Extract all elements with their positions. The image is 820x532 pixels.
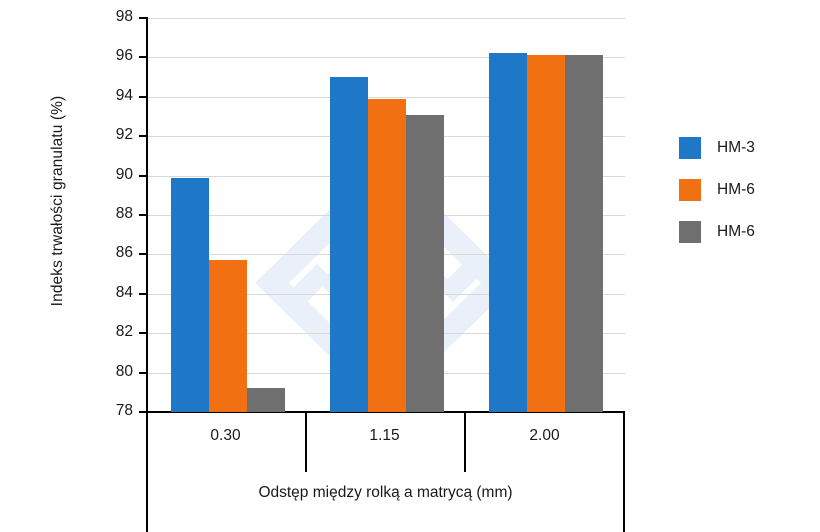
y-axis-title: Indeks trwałości granulatu (%) — [49, 95, 66, 307]
bar-hm-6-2.00 — [564, 55, 603, 412]
y-axis-tick — [139, 135, 147, 138]
y-tick-label-4: 86 — [115, 244, 133, 262]
category-separator — [464, 412, 466, 472]
bar-hm-3-2.00 — [488, 53, 527, 412]
legend-label: HM-6 — [717, 181, 755, 198]
gridline — [148, 18, 625, 19]
x-tick-label-1: 1.15 — [369, 427, 400, 444]
y-axis-line — [146, 17, 148, 413]
axis-baseline — [148, 411, 625, 413]
gridline — [148, 96, 625, 98]
legend-swatch-icon — [679, 137, 701, 159]
bar-hm-6-1.15 — [405, 114, 444, 412]
bar-hm-6-0.30 — [246, 388, 285, 412]
legend-swatch-icon — [679, 221, 701, 243]
y-axis-tick — [139, 332, 147, 335]
legend-label: HM-3 — [717, 139, 755, 156]
y-axis-tick — [139, 174, 147, 177]
legend-item-1[interactable]: HM-6 — [679, 169, 755, 211]
gridline — [148, 57, 625, 59]
y-axis-tick — [139, 214, 147, 216]
y-tick-label-6: 90 — [115, 165, 133, 183]
y-axis-tick — [139, 292, 147, 295]
y-tick-label-2: 82 — [115, 323, 133, 341]
legend: HM-3 HM-6 HM-6 — [679, 127, 755, 253]
y-axis-tick — [139, 371, 147, 374]
y-axis-tick — [139, 56, 147, 59]
category-separator — [305, 412, 307, 472]
category-axis-table: 0.30 1.15 2.00 Odstęp między rolką a mat… — [146, 412, 625, 532]
table-border-left — [146, 412, 148, 532]
y-tick-label-8: 94 — [115, 86, 133, 104]
bar-hm-3-1.15 — [329, 77, 368, 412]
y-tick-label-9: 96 — [115, 47, 133, 65]
legend-label: HM-6 — [717, 223, 755, 240]
y-axis-tick — [139, 17, 147, 19]
y-tick-label-7: 92 — [115, 126, 133, 144]
y-tick-label-10: 98 — [115, 8, 133, 25]
plot-area — [148, 18, 625, 413]
y-axis-tick — [139, 253, 147, 256]
y-tick-label-0: 78 — [115, 402, 133, 419]
table-border-right — [623, 412, 625, 532]
bar-hm-6-2.00 — [526, 55, 565, 412]
x-tick-label-2: 2.00 — [529, 427, 560, 444]
y-tick-label-1: 80 — [115, 362, 133, 380]
y-axis-tick — [139, 411, 147, 413]
y-axis-tick — [139, 95, 147, 98]
bar-hm-6-1.15 — [367, 98, 406, 412]
x-axis-title: Odstęp między rolką a matrycą (mm) — [258, 484, 513, 501]
legend-swatch-icon — [679, 179, 701, 201]
x-tick-label-0: 0.30 — [210, 427, 241, 444]
y-tick-label-5: 88 — [115, 205, 133, 222]
bar-hm-3-0.30 — [170, 177, 209, 412]
legend-item-0[interactable]: HM-3 — [679, 127, 755, 169]
y-tick-label-3: 84 — [115, 283, 133, 301]
legend-item-2[interactable]: HM-6 — [679, 211, 755, 253]
bar-hm-6-0.30 — [208, 260, 247, 412]
